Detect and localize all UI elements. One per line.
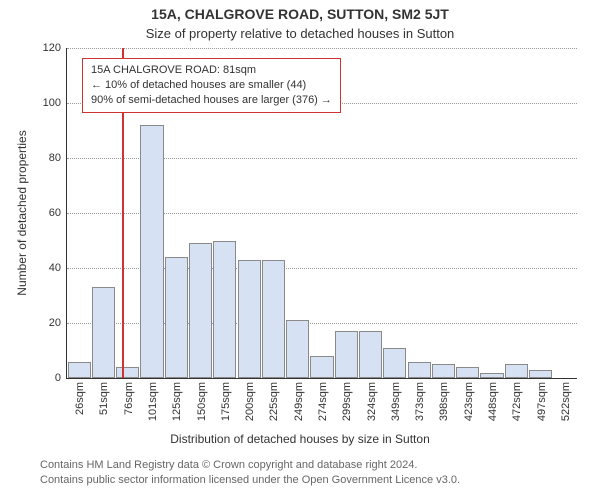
footer: Contains HM Land Registry data © Crown c… (40, 458, 460, 488)
title-sub: Size of property relative to detached ho… (0, 26, 600, 41)
ytick-label: 0 (55, 372, 67, 384)
xtick-label: 497sqm (534, 378, 548, 421)
bar (262, 260, 285, 378)
bar (432, 364, 455, 378)
xtick-label: 249sqm (291, 378, 305, 421)
title-main: 15A, CHALGROVE ROAD, SUTTON, SM2 5JT (0, 6, 600, 22)
xtick-label: 26sqm (72, 378, 86, 415)
bar (359, 331, 382, 378)
ytick-label: 40 (49, 262, 67, 274)
xtick-label: 101sqm (145, 378, 159, 421)
xtick-label: 373sqm (412, 378, 426, 421)
xtick-label: 349sqm (388, 378, 402, 421)
bar (238, 260, 261, 378)
xtick-label: 175sqm (218, 378, 232, 421)
xtick-label: 200sqm (242, 378, 256, 421)
x-axis-label: Distribution of detached houses by size … (0, 432, 600, 446)
bar (408, 362, 431, 379)
bar (505, 364, 528, 378)
gridline (67, 48, 577, 49)
annotation-box: 15A CHALGROVE ROAD: 81sqm ← 10% of detac… (82, 58, 341, 113)
xtick-label: 398sqm (436, 378, 450, 421)
xtick-label: 522sqm (558, 378, 572, 421)
bar (335, 331, 358, 378)
bar (116, 367, 139, 378)
xtick-label: 472sqm (509, 378, 523, 421)
ytick-label: 60 (49, 207, 67, 219)
bar (310, 356, 333, 378)
xtick-label: 448sqm (485, 378, 499, 421)
ytick-label: 100 (43, 97, 67, 109)
xtick-label: 225sqm (266, 378, 280, 421)
annotation-line: 15A CHALGROVE ROAD: 81sqm (91, 63, 332, 78)
annotation-line: 90% of semi-detached houses are larger (… (91, 93, 332, 108)
bar (68, 362, 91, 379)
xtick-label: 51sqm (96, 378, 110, 415)
xtick-label: 324sqm (364, 378, 378, 421)
bar (92, 287, 115, 378)
bar (286, 320, 309, 378)
xtick-label: 125sqm (169, 378, 183, 421)
footer-line: Contains HM Land Registry data © Crown c… (40, 458, 460, 473)
ytick-label: 120 (43, 42, 67, 54)
ytick-label: 20 (49, 317, 67, 329)
bar (456, 367, 479, 378)
bar (165, 257, 188, 378)
annotation-line: ← 10% of detached houses are smaller (44… (91, 78, 332, 93)
bar (140, 125, 163, 378)
xtick-label: 299sqm (339, 378, 353, 421)
bar (213, 241, 236, 379)
bar (189, 243, 212, 378)
bar (529, 370, 552, 378)
footer-line: Contains public sector information licen… (40, 473, 460, 488)
xtick-label: 274sqm (315, 378, 329, 421)
xtick-label: 76sqm (121, 378, 135, 415)
ytick-label: 80 (49, 152, 67, 164)
xtick-label: 150sqm (194, 378, 208, 421)
bar (383, 348, 406, 378)
y-axis-label: Number of detached properties (15, 130, 29, 295)
figure: 15A, CHALGROVE ROAD, SUTTON, SM2 5JT Siz… (0, 0, 600, 500)
xtick-label: 423sqm (461, 378, 475, 421)
